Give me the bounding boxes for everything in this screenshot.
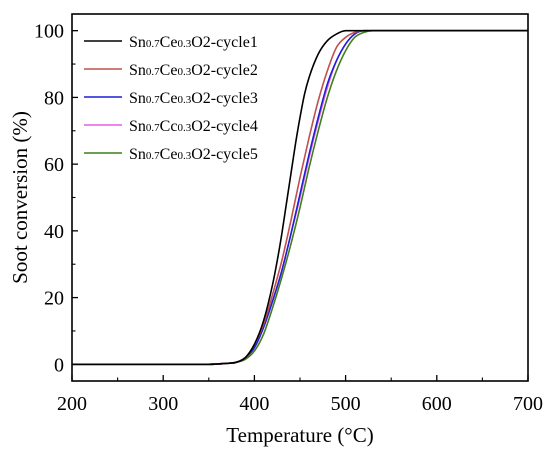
legend-label-cycle2: Sn0.7Ce0.3O2-cycle2: [129, 62, 258, 79]
plot-layer: [72, 29, 528, 366]
y-tick-label: 100: [34, 21, 64, 43]
y-tick-label: 20: [44, 288, 64, 310]
y-axis-title: Soot conversion (%): [8, 111, 32, 284]
y-tick-label: 80: [44, 87, 64, 109]
x-axis-title: Temperature (°C): [226, 423, 373, 447]
tick-layer: 200 300 400 500 600 700 0 20 40 60 80 100: [34, 21, 543, 415]
legend-label-cycle5: Sn0.7Ce0.3O2-cycle5: [129, 146, 258, 163]
series-line-cycle1: [72, 29, 528, 366]
legend: Sn0.7Ce0.3O2-cycle1 Sn0.7Ce0.3O2-cycle2 Sn…: [84, 34, 258, 163]
legend-label-cycle4: Sn0.7Cc0.3O2-cycle4: [129, 118, 258, 135]
y-tick-label: 0: [54, 354, 64, 376]
legend-label-cycle3: Sn0.7Ce0.3O2-cycle3: [129, 90, 258, 107]
legend-label-cycle1: Sn0.7Ce0.3O2-cycle1: [129, 34, 258, 51]
x-tick-label: 400: [239, 393, 269, 415]
x-tick-label: 500: [331, 393, 361, 415]
x-tick-label: 300: [148, 393, 178, 415]
x-tick-label: 700: [513, 393, 543, 415]
x-tick-label: 200: [57, 393, 87, 415]
x-tick-label: 600: [422, 393, 452, 415]
y-tick-label: 40: [44, 221, 64, 243]
y-tick-label: 60: [44, 154, 64, 176]
series-line-cycle3: [72, 29, 528, 366]
